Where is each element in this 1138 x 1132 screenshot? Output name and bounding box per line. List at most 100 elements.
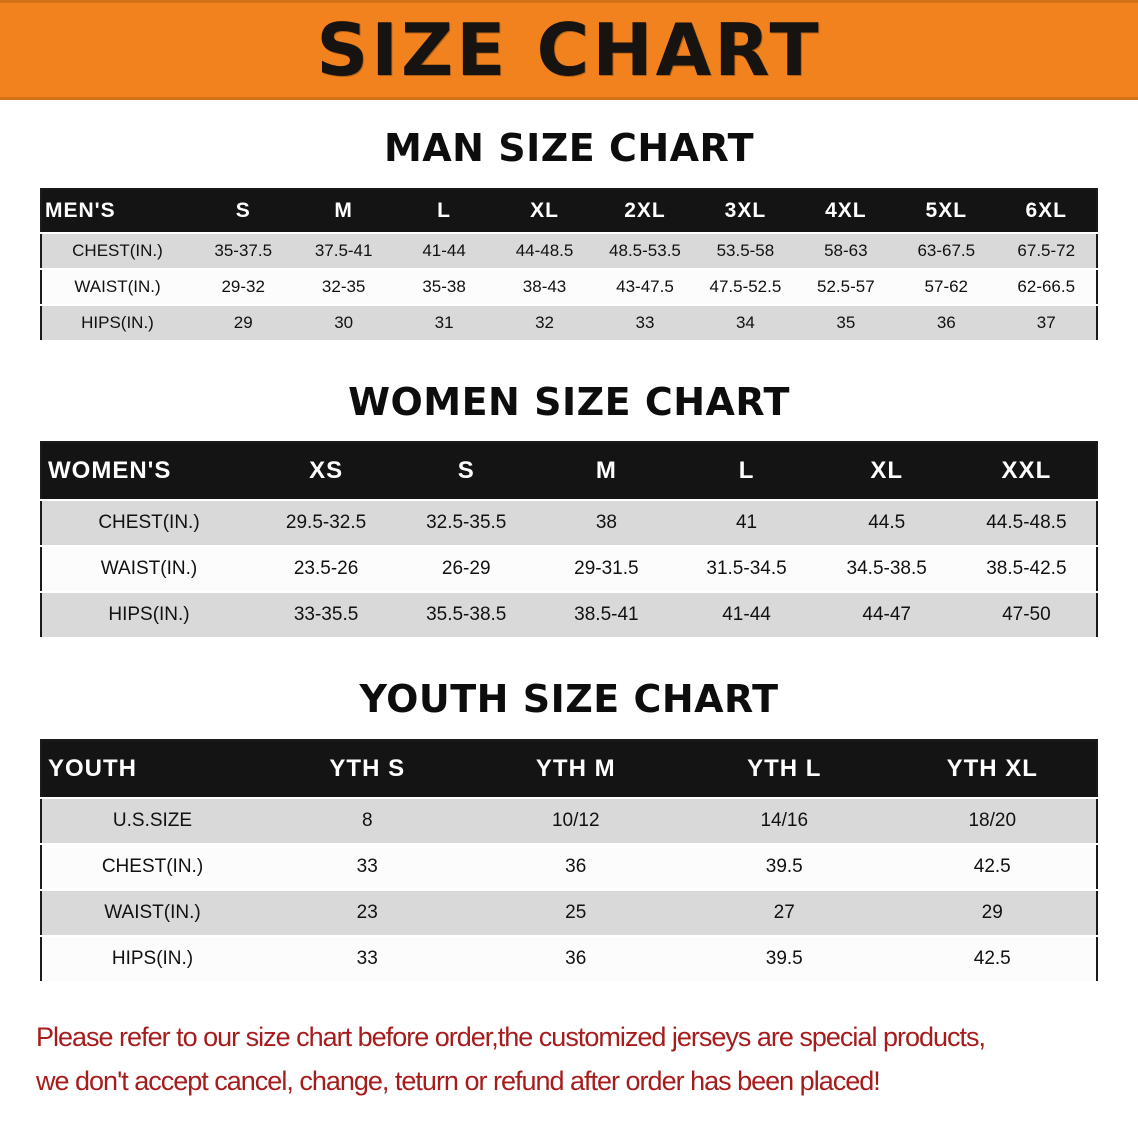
size-value-cell: 35.5-38.5 (396, 592, 537, 640)
disclaimer-note: Please refer to our size chart before or… (0, 1015, 1138, 1114)
size-column-header: XS (256, 442, 397, 502)
size-value-cell: 44.5 (816, 500, 957, 548)
row-label-cell: U.S.SIZE (41, 797, 263, 845)
size-value-cell: 10/12 (471, 797, 680, 845)
size-value-cell: 8 (263, 797, 472, 845)
men-size-chart-table: MEN'S S M L XL 2XL 3XL 4XL 5XL 6XL CHEST(IN.) 35-37… (40, 187, 1098, 342)
size-column-header: 4XL (795, 188, 897, 234)
row-label-cell: WAIST(IN.) (41, 546, 256, 594)
size-value-cell: 36 (471, 935, 680, 983)
measurement-row: CHEST(IN.) 35-37.5 37.5-41 41-44 44-48.5 48.5… (41, 232, 1097, 270)
size-value-cell: 44.5-48.5 (956, 500, 1097, 548)
size-value-cell: 48.5-53.5 (594, 232, 696, 270)
row-label-cell: HIPS(IN.) (41, 592, 256, 640)
size-value-cell: 47-50 (956, 592, 1097, 640)
size-column-header: 3XL (695, 188, 796, 234)
size-column-header: XXL (956, 442, 1097, 502)
size-value-cell: 30 (293, 304, 394, 342)
youth-size-chart-table: YOUTH YTH S YTH M YTH L YTH XL U.S.SIZE 8 10/12… (40, 738, 1098, 983)
measurement-row: WAIST(IN.) 23.5-26 26-29 29-31.5 31.5-34.5 34… (41, 546, 1097, 594)
row-label-cell: CHEST(IN.) (41, 500, 256, 548)
size-value-cell: 32 (494, 304, 595, 342)
row-label-cell: CHEST(IN.) (41, 232, 193, 270)
size-value-cell: 47.5-52.5 (695, 268, 796, 306)
size-column-header: YTH L (680, 739, 889, 799)
women-size-chart-heading: WOMEN SIZE CHART (348, 379, 790, 424)
disclaimer-line-2: we don't accept cancel, change, teturn o… (36, 1066, 881, 1097)
size-value-cell: 14/16 (680, 797, 889, 845)
row-label-cell: HIPS(IN.) (41, 304, 193, 342)
measurement-row: U.S.SIZE 8 10/12 14/16 18/20 (41, 797, 1097, 845)
header-row: YOUTH YTH S YTH M YTH L YTH XL (41, 739, 1097, 799)
measurement-row: WAIST(IN.) 29-32 32-35 35-38 38-43 43-47.5 47.… (41, 268, 1097, 306)
measurement-row: HIPS(IN.) 33 36 39.5 42.5 (41, 935, 1097, 983)
size-value-cell: 29 (888, 889, 1097, 937)
size-value-cell: 34 (695, 304, 796, 342)
size-column-header: M (536, 442, 677, 502)
size-value-cell: 53.5-58 (695, 232, 796, 270)
size-column-header: YTH S (263, 739, 472, 799)
size-value-cell: 52.5-57 (795, 268, 897, 306)
size-value-cell: 33 (263, 843, 472, 891)
size-value-cell: 39.5 (680, 935, 889, 983)
size-value-cell: 31 (393, 304, 495, 342)
size-value-cell: 41 (676, 500, 817, 548)
size-value-cell: 41-44 (676, 592, 817, 640)
size-column-header: YTH M (471, 739, 680, 799)
size-value-cell: 32.5-35.5 (396, 500, 537, 548)
size-value-cell: 33-35.5 (256, 592, 397, 640)
size-value-cell: 27 (680, 889, 889, 937)
size-column-header: 5XL (896, 188, 997, 234)
size-value-cell: 38.5-41 (536, 592, 677, 640)
row-label-cell: HIPS(IN.) (41, 935, 263, 983)
size-value-cell: 38 (536, 500, 677, 548)
size-value-cell: 67.5-72 (996, 232, 1097, 270)
size-value-cell: 26-29 (396, 546, 537, 594)
measurement-row: HIPS(IN.) 29 30 31 32 33 34 35 36 37 (41, 304, 1097, 342)
size-column-header: XL (816, 442, 957, 502)
size-value-cell: 31.5-34.5 (676, 546, 817, 594)
header-row: MEN'S S M L XL 2XL 3XL 4XL 5XL 6XL (41, 188, 1097, 234)
size-value-cell: 42.5 (888, 935, 1097, 983)
size-column-header: XL (494, 188, 595, 234)
page-title: SIZE CHART (316, 8, 822, 92)
chart-sections: MAN SIZE CHART MEN'S S M L XL 2XL 3XL 4XL 5XL 6XL C… (0, 126, 1138, 983)
women-size-chart-table: WOMEN'S XS S M L XL XXL CHEST(IN.) 29.5-32.5 32.5… (40, 441, 1098, 640)
size-column-header: S (193, 188, 294, 234)
size-value-cell: 25 (471, 889, 680, 937)
size-value-cell: 18/20 (888, 797, 1097, 845)
row-label-cell: WAIST(IN.) (41, 268, 193, 306)
size-value-cell: 58-63 (795, 232, 897, 270)
size-value-cell: 38-43 (494, 268, 595, 306)
size-value-cell: 29-31.5 (536, 546, 677, 594)
size-value-cell: 37 (996, 304, 1097, 342)
measurement-row: WAIST(IN.) 23 25 27 29 (41, 889, 1097, 937)
size-value-cell: 36 (896, 304, 997, 342)
size-value-cell: 33 (263, 935, 472, 983)
table-title-cell: YOUTH (41, 739, 263, 799)
size-value-cell: 23 (263, 889, 472, 937)
measurement-row: CHEST(IN.) 29.5-32.5 32.5-35.5 38 41 44.5 44.5… (41, 500, 1097, 548)
size-value-cell: 62-66.5 (996, 268, 1097, 306)
size-value-cell: 38.5-42.5 (956, 546, 1097, 594)
size-value-cell: 43-47.5 (594, 268, 696, 306)
size-column-header: 2XL (594, 188, 696, 234)
size-column-header: S (396, 442, 537, 502)
size-column-header: L (676, 442, 817, 502)
size-column-header: 6XL (996, 188, 1097, 234)
table-title-cell: WOMEN'S (41, 442, 256, 502)
women-size-chart-section: WOMEN SIZE CHART WOMEN'S XS S M L XL XXL CHEST(I… (0, 380, 1138, 640)
measurement-row: HIPS(IN.) 33-35.5 35.5-38.5 38.5-41 41-44 44-… (41, 592, 1097, 640)
size-column-header: YTH XL (888, 739, 1097, 799)
size-value-cell: 34.5-38.5 (816, 546, 957, 594)
youth-size-chart-heading: YOUTH SIZE CHART (359, 677, 779, 722)
size-value-cell: 35 (795, 304, 897, 342)
measurement-row: CHEST(IN.) 33 36 39.5 42.5 (41, 843, 1097, 891)
size-value-cell: 41-44 (393, 232, 495, 270)
size-column-header: L (393, 188, 495, 234)
size-value-cell: 29.5-32.5 (256, 500, 397, 548)
size-value-cell: 42.5 (888, 843, 1097, 891)
size-value-cell: 23.5-26 (256, 546, 397, 594)
size-value-cell: 57-62 (896, 268, 997, 306)
